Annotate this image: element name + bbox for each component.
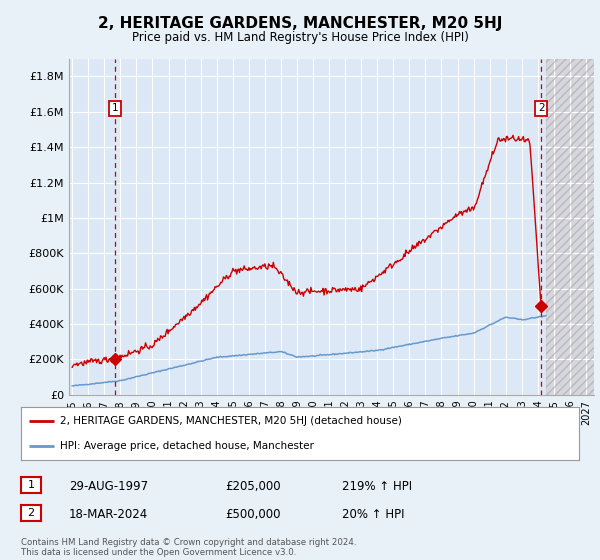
Text: Contains HM Land Registry data © Crown copyright and database right 2024.
This d: Contains HM Land Registry data © Crown c… bbox=[21, 538, 356, 557]
Text: 2, HERITAGE GARDENS, MANCHESTER, M20 5HJ: 2, HERITAGE GARDENS, MANCHESTER, M20 5HJ bbox=[98, 16, 502, 31]
Text: 2: 2 bbox=[538, 103, 544, 113]
Bar bbox=[546, 59, 594, 395]
Text: 219% ↑ HPI: 219% ↑ HPI bbox=[342, 479, 412, 493]
Text: £205,000: £205,000 bbox=[225, 479, 281, 493]
Text: 18-MAR-2024: 18-MAR-2024 bbox=[69, 507, 148, 521]
Text: 2: 2 bbox=[28, 508, 34, 518]
Text: 29-AUG-1997: 29-AUG-1997 bbox=[69, 479, 148, 493]
Bar bbox=[546, 59, 594, 395]
Text: HPI: Average price, detached house, Manchester: HPI: Average price, detached house, Manc… bbox=[60, 441, 314, 451]
Text: Price paid vs. HM Land Registry's House Price Index (HPI): Price paid vs. HM Land Registry's House … bbox=[131, 31, 469, 44]
Text: £500,000: £500,000 bbox=[225, 507, 281, 521]
Text: 2, HERITAGE GARDENS, MANCHESTER, M20 5HJ (detached house): 2, HERITAGE GARDENS, MANCHESTER, M20 5HJ… bbox=[60, 417, 402, 427]
Text: 20% ↑ HPI: 20% ↑ HPI bbox=[342, 507, 404, 521]
Text: 1: 1 bbox=[112, 103, 118, 113]
Text: 1: 1 bbox=[28, 480, 34, 490]
